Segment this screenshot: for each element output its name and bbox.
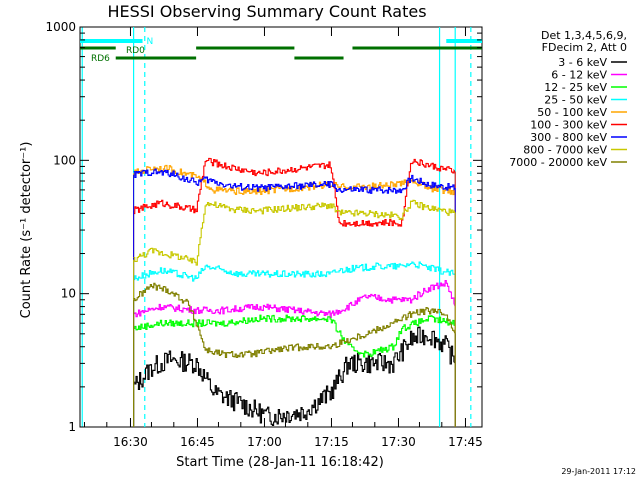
series [133,164,456,427]
legend-label: 50 - 100 keV [537,106,607,119]
series-line [133,199,456,266]
x-tick-label: 17:15 [314,435,349,449]
y-tick-label: 1000 [45,20,76,34]
rd6-label: RD6 [91,54,110,64]
legend-label: 6 - 12 keV [551,69,607,82]
legend-label: 25 - 50 keV [544,94,607,107]
series [133,199,456,427]
night-label: N [147,37,154,47]
series-line [133,280,456,318]
x-tick-label: 17:30 [381,435,416,449]
x-axis: 16:30 16:45 17:00 17:15 17:30 17:45 [83,27,483,449]
rd0-label: RD0 [126,46,145,56]
legend-label: 100 - 300 keV [530,119,607,132]
legend: Det 1,3,4,5,6,9, FDecim 2, Att 0 3 - 6 k… [509,29,627,169]
series-line [133,164,456,196]
series-line [133,314,456,358]
series [133,282,456,427]
series [133,314,456,427]
legend-label: 7000 - 20000 keV [509,156,607,169]
x-tick-label: 16:45 [180,435,215,449]
series-line [133,282,456,359]
series-line [133,326,456,426]
legend-label: 12 - 25 keV [544,81,607,94]
x-axis-label: Start Time (28-Jan-11 16:18:42) [176,455,384,470]
legend-label: 800 - 7000 keV [523,144,607,157]
legend-header-line-1: Det 1,3,4,5,6,9, [541,29,627,42]
series-line [133,168,456,194]
series [133,157,456,427]
x-tick-label: 17:00 [247,435,282,449]
y-tick-label: 10 [61,287,76,301]
series-line [133,157,456,227]
series-line [133,261,456,282]
x-tick-label: 16:30 [113,435,148,449]
y-axis-label: Count Rate (s⁻¹ detector⁻¹) [19,142,34,319]
chart-title: HESSI Observing Summary Count Rates [107,2,426,21]
footer-timestamp: 29-Jan-2011 17:12 [561,467,636,476]
y-tick-label: 100 [53,153,76,167]
legend-label: 300 - 800 keV [530,131,607,144]
y-axis: 1 10 100 1000 [45,20,482,434]
series [133,326,456,427]
legend-label: 3 - 6 keV [558,56,607,69]
x-tick-label: 17:45 [448,435,483,449]
y-tick-label: 1 [68,420,76,434]
legend-header-line-2: FDecim 2, Att 0 [542,41,627,54]
plot-frame [79,26,483,428]
